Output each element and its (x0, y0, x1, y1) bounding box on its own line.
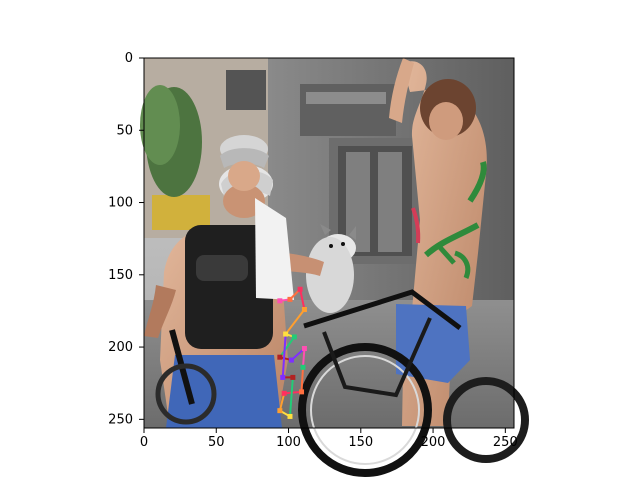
photo-area (140, 58, 529, 477)
pose-keypoint (277, 408, 283, 414)
pose-skeleton-line (301, 347, 306, 369)
pose-overlay (277, 286, 307, 419)
pose-keypoint (288, 357, 294, 363)
y-tick-label: 100 (108, 196, 133, 211)
y-tick-label: 50 (116, 123, 133, 138)
pose-skeleton-line (278, 392, 286, 412)
x-tick-label: 200 (421, 435, 446, 450)
pose-skeleton-line (299, 288, 306, 311)
pose-skeleton-line (278, 335, 296, 359)
axes-frame: 0 50 100 150 200 250 0 50 100 150 200 250 (108, 51, 518, 450)
dog-figure (306, 224, 356, 313)
bicycle-wheels (155, 289, 529, 477)
y-axis-ticks: 0 50 100 150 200 250 (108, 51, 144, 427)
pose-keypoint (281, 390, 287, 396)
x-tick-label: 250 (493, 435, 518, 450)
x-tick-label: 100 (276, 435, 301, 450)
pose-keypoint (297, 286, 303, 292)
pose-skeleton-line (281, 333, 287, 379)
pose-keypoint (300, 364, 306, 370)
pose-skeleton-line (284, 308, 306, 336)
pose-skeleton-line (300, 366, 304, 393)
x-tick-label: 50 (208, 435, 225, 450)
pose-keypoint (299, 389, 305, 395)
pose-skeleton-line (283, 390, 303, 395)
pose-skeleton-line (288, 376, 294, 418)
x-tick-label: 0 (140, 435, 148, 450)
rear-person (220, 135, 294, 300)
pose-keypoint (287, 413, 293, 419)
y-tick-label: 250 (108, 412, 133, 427)
x-tick-label: 150 (348, 435, 373, 450)
pose-keypoint (290, 374, 296, 380)
pose-keypoint (301, 346, 307, 352)
y-tick-label: 200 (108, 340, 133, 355)
pose-keypoint (283, 331, 289, 337)
pose-keypoint (291, 334, 297, 340)
pose-keypoint (280, 374, 286, 380)
pose-keypoint (287, 296, 293, 302)
pose-keypoint (301, 306, 307, 312)
y-tick-label: 150 (108, 268, 133, 283)
pose-keypoint (277, 354, 283, 360)
pose-keypoint (277, 298, 283, 304)
plot-border (143, 57, 515, 429)
y-tick-label: 0 (125, 51, 133, 66)
tree-shape (140, 85, 202, 197)
x-axis-ticks: 0 50 100 150 200 250 (140, 428, 518, 450)
